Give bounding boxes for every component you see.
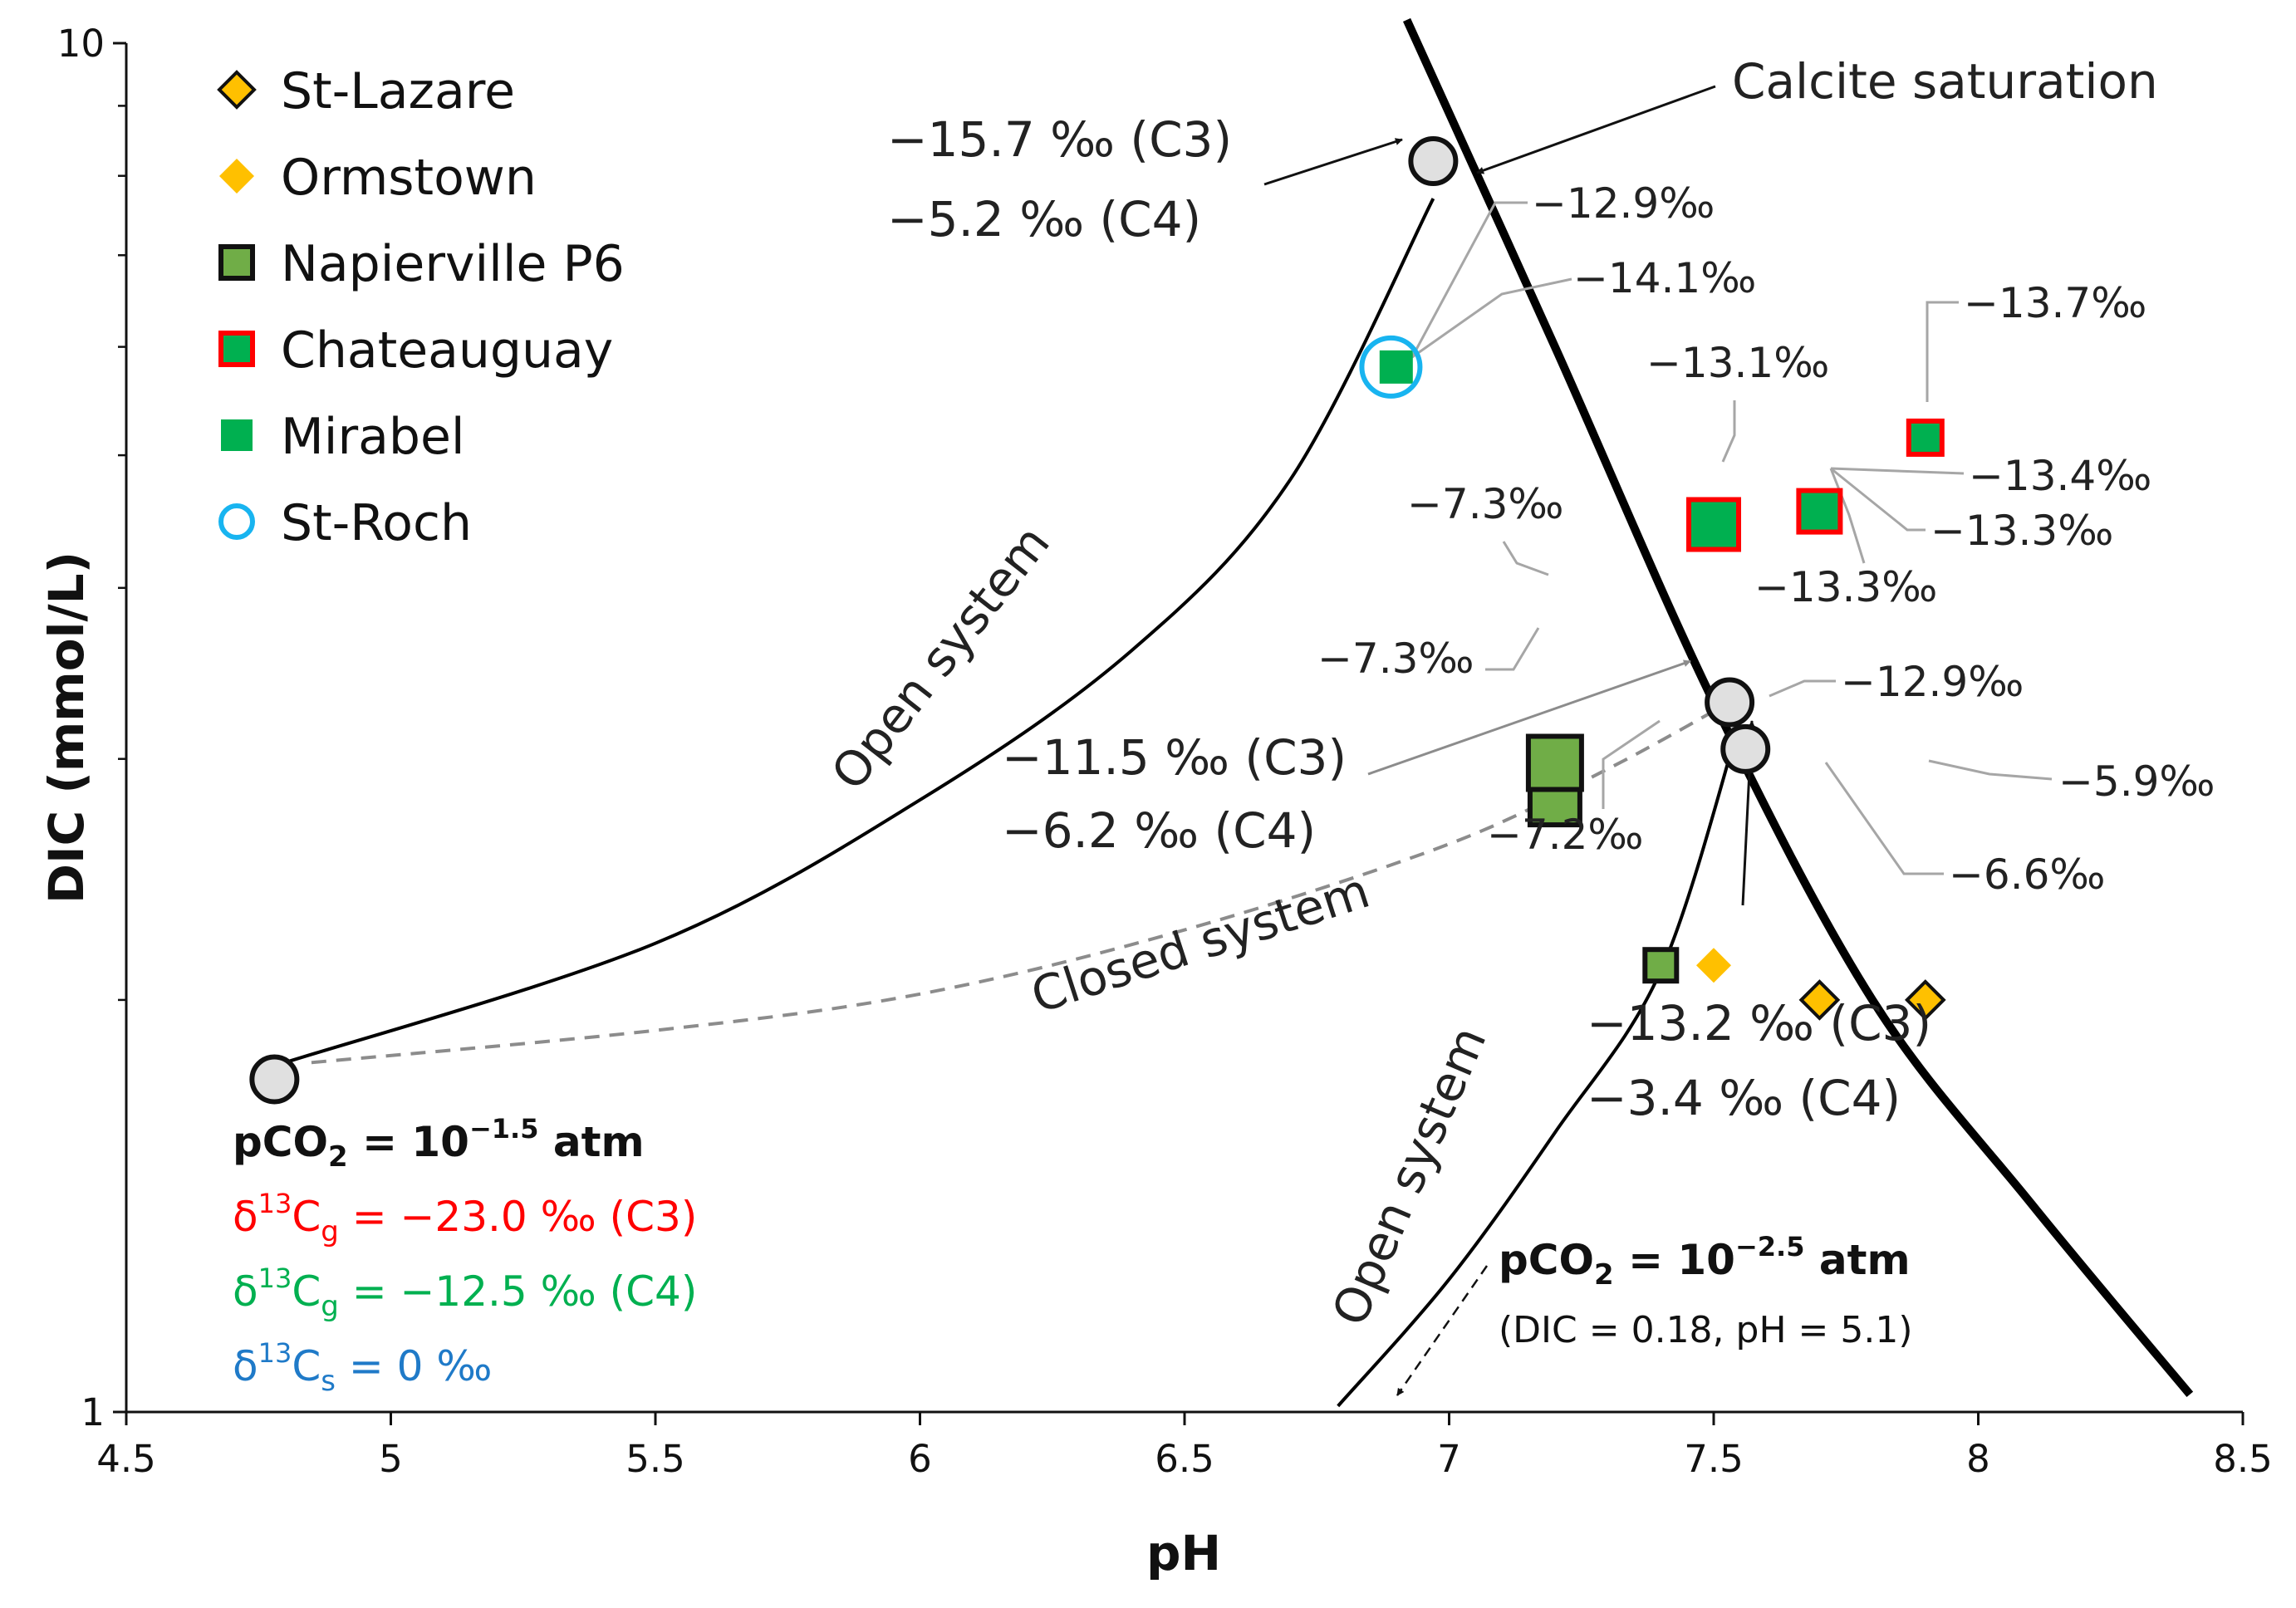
node-circle-3 xyxy=(1720,723,1771,774)
legend-label-2: Napierville P6 xyxy=(281,235,625,293)
point-label-l141: −14.1‰ xyxy=(1573,254,1756,302)
leader-l73a xyxy=(1502,541,1549,576)
marker-st-roch-0 xyxy=(1359,335,1423,399)
point-label-l133a: −13.3‰ xyxy=(1931,507,2113,555)
point-label-l73b: −7.3‰ xyxy=(1317,635,1474,683)
node-mid-c4: −6.2 ‰ (C4) xyxy=(1002,802,1316,859)
node-circle-1 xyxy=(249,1054,300,1105)
x-tick-label: 6 xyxy=(908,1437,932,1481)
marker-st-lazare-1 xyxy=(1904,979,1946,1021)
x-tick-label: 4.5 xyxy=(96,1437,156,1481)
leader-l134 xyxy=(1830,467,1965,475)
leader-l131 xyxy=(1721,400,1736,463)
x-tick-label: 8 xyxy=(1966,1437,1990,1481)
marker-napierville-p6-2 xyxy=(1642,947,1680,984)
leader-l137 xyxy=(1926,301,1959,402)
marker-chateauguay-1 xyxy=(1796,488,1843,535)
legend-marker-4 xyxy=(221,419,253,451)
label-closed-system: Closed system xyxy=(1024,862,1376,1024)
node-low-c4: −3.4 ‰ (C4) xyxy=(1587,1070,1901,1126)
node-circle-0 xyxy=(1408,136,1459,187)
node-circle-2 xyxy=(1705,677,1755,728)
leader-lines xyxy=(1410,201,2053,875)
legend-marker-0 xyxy=(217,70,257,110)
x-tick-label: 5.5 xyxy=(626,1437,685,1481)
node-circles xyxy=(249,136,1771,1105)
leader-l72 xyxy=(1602,719,1661,809)
x-tick-label: 5 xyxy=(379,1437,403,1481)
point-label-l72: −7.2‰ xyxy=(1487,811,1644,859)
delta-g-c3: δ13Cg = −23.0 ‰ (C3) xyxy=(233,1188,697,1248)
point-label-l133b: −13.3‰ xyxy=(1754,563,1937,611)
arrow-node-top xyxy=(1263,138,1403,186)
leader-l133b xyxy=(1829,468,1866,564)
node-top-c3: −15.7 ‰ (C3) xyxy=(887,111,1232,168)
point-label-l66: −6.6‰ xyxy=(1949,851,2106,899)
node-annotations: Calcite saturation −15.7 ‰ (C3) −5.2 ‰ (… xyxy=(887,53,2158,1126)
pco2-high-note: (DIC = 0.18, pH = 5.1) xyxy=(1499,1309,1913,1351)
x-ticks: 4.5 5 5.5 6 6.5 7 7.5 8 8.5 xyxy=(96,1412,2273,1481)
leader-l129b xyxy=(1769,679,1836,698)
point-label-l59: −5.9‰ xyxy=(2058,757,2215,806)
legend-label-5: St-Roch xyxy=(281,494,472,552)
node-low-c3: −13.2 ‰ (C3) xyxy=(1587,995,1931,1052)
point-label-l129a: −12.9‰ xyxy=(1532,179,1715,228)
point-label-l137: −13.7‰ xyxy=(1964,279,2146,327)
curve-1 xyxy=(284,198,1435,1065)
params-low-pco2: pCO2 = 10−1.5 atm δ13Cg = −23.0 ‰ (C3) δ… xyxy=(233,1113,697,1398)
curve-0 xyxy=(1402,17,2194,1398)
marker-chateauguay-2 xyxy=(1906,418,1945,457)
point-label-l131: −13.1‰ xyxy=(1646,339,1829,387)
point-label-l129b: −12.9‰ xyxy=(1841,658,2024,706)
legend: St-Lazare Ormstown Napierville P6 Chateaugu… xyxy=(217,62,625,552)
legend-label-3: Chateauguay xyxy=(281,321,613,380)
pco2-low: pCO2 = 10−1.5 atm xyxy=(233,1113,645,1174)
legend-marker-1 xyxy=(219,159,254,194)
annotation-arrows xyxy=(1263,85,1756,1396)
leader-l66 xyxy=(1824,762,1944,875)
data-markers xyxy=(1359,335,1946,1021)
delta-g-c4: δ13Cg = −12.5 ‰ (C4) xyxy=(233,1262,697,1323)
y-tick-label: 10 xyxy=(57,22,105,66)
calcite-saturation-label: Calcite saturation xyxy=(1732,53,2158,110)
legend-marker-2 xyxy=(218,244,255,281)
y-tick-label: 1 xyxy=(81,1390,105,1434)
leader-l73b xyxy=(1485,627,1540,671)
x-tick-label: 8.5 xyxy=(2213,1437,2273,1481)
point-label-l73a: −7.3‰ xyxy=(1407,480,1564,528)
marker-ormstown-0 xyxy=(1696,948,1731,983)
pco2-high: pCO2 = 10−2.5 atm xyxy=(1499,1231,1911,1292)
arrow-calcite-saturation xyxy=(1476,85,1716,174)
legend-label-0: St-Lazare xyxy=(281,62,515,120)
legend-marker-5 xyxy=(218,503,255,540)
node-mid-c3: −11.5 ‰ (C3) xyxy=(1002,729,1347,786)
point-label-l134: −13.4‰ xyxy=(1969,452,2151,500)
marker-chateauguay-0 xyxy=(1686,497,1741,552)
x-axis-title: pH xyxy=(1146,1525,1221,1581)
point-labels: −12.9‰ −14.1‰ −13.1‰ −13.7‰ −13.4‰ −13.3… xyxy=(1317,179,2215,899)
arrow-node-mid xyxy=(1367,659,1691,776)
arrow-pco2-high xyxy=(1396,1265,1489,1396)
leader-l141 xyxy=(1411,277,1572,359)
leader-l133a xyxy=(1830,467,1926,532)
marker-napierville-p6-1 xyxy=(1525,733,1584,792)
y-ticks: 1 10 xyxy=(57,22,126,1434)
node-top-c4: −5.2 ‰ (C4) xyxy=(887,191,1201,248)
marker-mirabel-0 xyxy=(1379,350,1413,384)
label-open-system-2: Open system xyxy=(1321,1018,1497,1333)
legend-label-4: Mirabel xyxy=(281,408,465,466)
x-tick-label: 6.5 xyxy=(1155,1437,1214,1481)
legend-marker-3 xyxy=(218,331,255,367)
params-high-pco2: pCO2 = 10−2.5 atm (DIC = 0.18, pH = 5.1) xyxy=(1499,1231,1913,1351)
y-axis-title: DIC (mmol/L) xyxy=(38,552,95,904)
marker-st-lazare-0 xyxy=(1798,979,1841,1021)
curve-3 xyxy=(1337,719,1742,1408)
leader-l59 xyxy=(1928,759,2053,781)
x-tick-label: 7 xyxy=(1437,1437,1461,1481)
legend-label-1: Ormstown xyxy=(281,149,537,207)
leader-l129a xyxy=(1410,201,1528,358)
delta-s: δ13Cs = 0 ‰ xyxy=(233,1337,492,1398)
x-tick-label: 7.5 xyxy=(1684,1437,1744,1481)
